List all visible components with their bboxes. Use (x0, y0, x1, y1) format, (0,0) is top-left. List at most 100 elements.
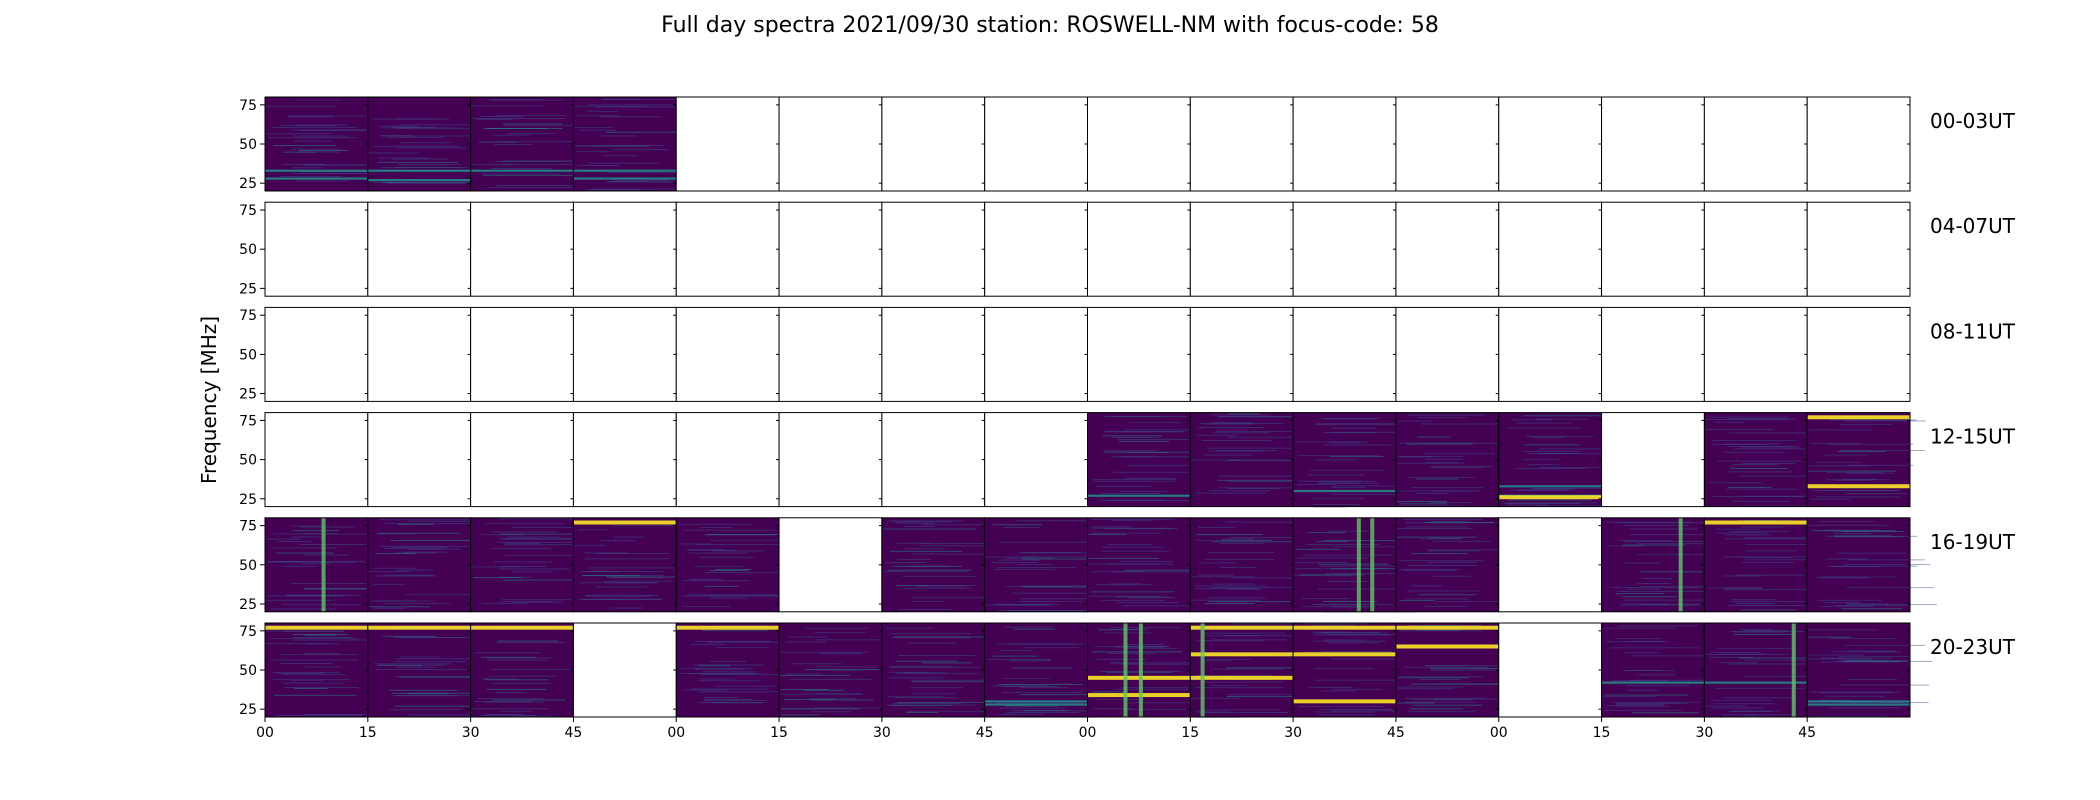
panel-background (1087, 202, 1191, 297)
noise-streak (1125, 429, 1216, 431)
noise-streak (708, 570, 749, 572)
noise-streak (697, 701, 732, 703)
noise-streak (305, 643, 341, 645)
noise-streak (291, 679, 324, 681)
noise-streak (271, 608, 336, 610)
noise-streak (1093, 479, 1176, 481)
noise-streak (1102, 450, 1154, 452)
noise-streak (920, 545, 985, 547)
empty-panel (1703, 306, 1808, 402)
noise-streak (1729, 531, 1790, 533)
y-tick-label: 50 (239, 137, 257, 153)
noise-streak (700, 674, 792, 676)
strong-band (1293, 699, 1396, 704)
noise-streak (1732, 500, 1791, 502)
noise-streak (1724, 534, 1772, 536)
noise-streak (280, 176, 343, 178)
noise-streak (1323, 651, 1391, 653)
noise-streak (1602, 696, 1656, 698)
noise-streak (903, 526, 935, 527)
noise-streak (377, 532, 460, 534)
noise-streak (888, 696, 943, 698)
burst-column (1356, 517, 1361, 612)
noise-streak (893, 703, 962, 704)
row-time-label: 16-19UT (1930, 530, 2016, 554)
noise-streak (1217, 416, 1297, 418)
noise-streak (1397, 677, 1470, 679)
noise-streak (1507, 502, 1598, 504)
noise-streak (710, 539, 802, 541)
empty-panel (675, 412, 780, 508)
noise-streak (1024, 556, 1104, 558)
noise-streak (1093, 480, 1176, 482)
panel-background (1807, 307, 1910, 402)
noise-streak (385, 136, 444, 138)
panel-background (779, 97, 882, 191)
noise-streak (481, 715, 537, 716)
noise-streak (396, 147, 467, 149)
noise-streak (911, 601, 945, 602)
noise-streak (904, 672, 946, 674)
noise-streak (605, 131, 685, 133)
interference-band (1498, 485, 1602, 488)
noise-streak (1219, 543, 1264, 545)
noise-streak (270, 659, 359, 661)
noise-streak (997, 559, 1040, 561)
empty-panel (1087, 96, 1191, 192)
noise-streak (611, 149, 670, 151)
noise-streak (1631, 712, 1699, 714)
noise-streak (1819, 692, 1894, 694)
noise-streak (785, 641, 827, 643)
noise-streak (304, 588, 381, 589)
noise-streak (1318, 714, 1376, 716)
noise-streak (395, 695, 459, 697)
noise-streak (1326, 530, 1369, 532)
strong-band (1190, 652, 1294, 657)
noise-streak (1313, 640, 1386, 642)
noise-streak (1203, 454, 1254, 456)
noise-streak (1219, 487, 1309, 489)
spectrogram-panel (1292, 412, 1418, 508)
empty-panel (778, 96, 883, 192)
noise-streak (883, 571, 969, 573)
noise-streak (1298, 706, 1385, 708)
empty-panel (1703, 96, 1808, 192)
noise-streak (266, 630, 344, 632)
panel-background (367, 202, 471, 297)
noise-streak (1397, 688, 1455, 690)
noise-streak (1089, 526, 1132, 528)
noise-streak (896, 542, 931, 544)
noise-streak (816, 639, 893, 641)
noise-streak (694, 668, 746, 670)
noise-streak (1522, 450, 1580, 452)
noise-streak (608, 181, 646, 182)
noise-streak (715, 595, 804, 597)
burst-column (1138, 623, 1143, 717)
spectrogram-panel (881, 517, 1004, 613)
noise-streak (1617, 625, 1699, 627)
noise-streak (810, 711, 852, 713)
empty-panel (1395, 201, 1500, 297)
noise-streak (1715, 687, 1808, 689)
noise-streak (1230, 537, 1310, 538)
noise-streak (1118, 440, 1170, 442)
noise-streak (375, 552, 416, 554)
noise-streak (1317, 563, 1389, 565)
noise-streak (814, 707, 907, 709)
empty-panel (1806, 96, 1911, 192)
noise-streak (700, 527, 733, 528)
noise-streak (1398, 420, 1432, 422)
noise-streak (1629, 528, 1698, 530)
noise-streak (1740, 609, 1797, 611)
noise-streak (1404, 598, 1470, 600)
noise-streak (293, 135, 349, 137)
noise-streak (304, 634, 337, 636)
noise-streak (1312, 632, 1388, 634)
noise-streak (1844, 493, 1908, 495)
y-tick-label: 50 (239, 242, 257, 258)
strong-band (1704, 520, 1808, 525)
noise-streak (1399, 503, 1448, 505)
noise-streak (301, 533, 381, 535)
panel-background (470, 202, 574, 297)
spectrum-base (367, 517, 471, 612)
